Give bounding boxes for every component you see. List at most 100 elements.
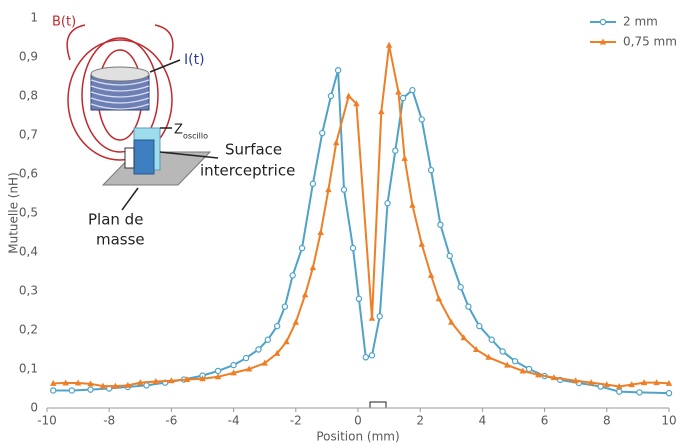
surface (133, 139, 155, 175)
data-point (273, 322, 281, 330)
field-line (81, 37, 159, 153)
data-point (488, 336, 495, 343)
data-point (376, 313, 383, 320)
data-point (385, 41, 393, 48)
data-point (525, 365, 533, 373)
data-point (665, 389, 673, 397)
data-point (355, 295, 363, 302)
data-point (395, 88, 402, 95)
data-point (309, 264, 317, 271)
y-tick-label: 0,6 (19, 167, 38, 181)
data-point (199, 375, 206, 382)
field-line (67, 39, 173, 161)
legend-label: 0,75 mm (623, 35, 677, 49)
data-point (325, 186, 332, 193)
data-point (628, 381, 635, 388)
x-tick-label: -6 (165, 414, 177, 428)
data-point (245, 365, 253, 372)
field-line (66, 24, 174, 61)
data-point (409, 201, 416, 208)
data-point (62, 379, 69, 386)
surface-label: interceptrice (200, 162, 295, 180)
data-point (230, 361, 237, 369)
data-point (437, 221, 444, 228)
data-point (273, 349, 281, 356)
data-point (472, 346, 480, 352)
y-tick-label: 1 (30, 11, 38, 25)
data-point (264, 336, 272, 343)
data-point (504, 361, 511, 368)
data-point (446, 252, 453, 260)
data-point (317, 229, 324, 235)
data-point (255, 346, 262, 353)
x-tick-label: 0 (354, 414, 362, 428)
data-point (378, 108, 385, 115)
data-point (319, 129, 326, 137)
data-point (457, 283, 464, 291)
x-axis-label: Position (mm) (316, 430, 399, 444)
y-tick-label: 0,5 (19, 206, 38, 220)
data-point (368, 352, 376, 359)
data-point (427, 166, 435, 174)
data-point (214, 373, 222, 380)
data-point (427, 271, 435, 278)
z-label: Z (174, 123, 183, 138)
z-sub: oscillo (183, 132, 208, 141)
b-label: B(t) (52, 15, 76, 30)
data-point (665, 379, 673, 386)
data-point (152, 377, 160, 384)
data-point (409, 86, 416, 94)
data-point (327, 92, 335, 100)
data-point (368, 314, 376, 321)
data-point (636, 389, 643, 396)
data-point (309, 180, 317, 187)
data-point (87, 380, 94, 387)
data-point (499, 348, 506, 355)
y-tick-label: 0,7 (19, 128, 38, 142)
data-point (301, 291, 309, 298)
data-point (289, 272, 296, 279)
x-tick-label: -4 (228, 414, 240, 428)
data-point (418, 240, 425, 247)
data-point (460, 334, 467, 341)
y-tick-label: 0 (30, 401, 38, 415)
data-point (99, 382, 107, 389)
y-tick-label: 0,2 (19, 323, 38, 337)
y-tick-label: 0,8 (19, 89, 38, 103)
data-point (87, 386, 94, 393)
data-point (640, 379, 648, 386)
data-point (435, 295, 443, 302)
data-point (392, 147, 399, 154)
data-point (603, 381, 610, 388)
data-point (345, 92, 352, 99)
data-point (50, 379, 57, 386)
data-point (242, 354, 250, 362)
x-tick-label: 2 (416, 414, 424, 428)
data-point (137, 379, 144, 386)
data-point (333, 139, 340, 146)
y-tick-label: 0,9 (19, 50, 38, 64)
data-point (535, 371, 542, 378)
arrow (121, 187, 139, 211)
x-tick-label: 6 (541, 414, 549, 428)
data-point (384, 200, 391, 207)
data-point (143, 382, 150, 389)
data-point (298, 244, 306, 252)
data-point (353, 100, 360, 107)
plane-label: masse (96, 231, 145, 249)
data-point (399, 94, 407, 102)
arrow (149, 59, 181, 73)
x-tick-label: -2 (290, 414, 302, 428)
surface-label: Surface (225, 141, 282, 159)
data-point (349, 244, 357, 252)
data-point (550, 374, 558, 381)
data-point (362, 354, 369, 361)
data-point (261, 359, 268, 366)
i-label: I(t) (184, 52, 205, 68)
sample-marker (369, 401, 387, 409)
data-point (465, 303, 472, 310)
x-tick-label: 4 (479, 414, 487, 428)
plane-label: Plan de (88, 211, 143, 229)
x-tick-label: -8 (103, 414, 115, 428)
